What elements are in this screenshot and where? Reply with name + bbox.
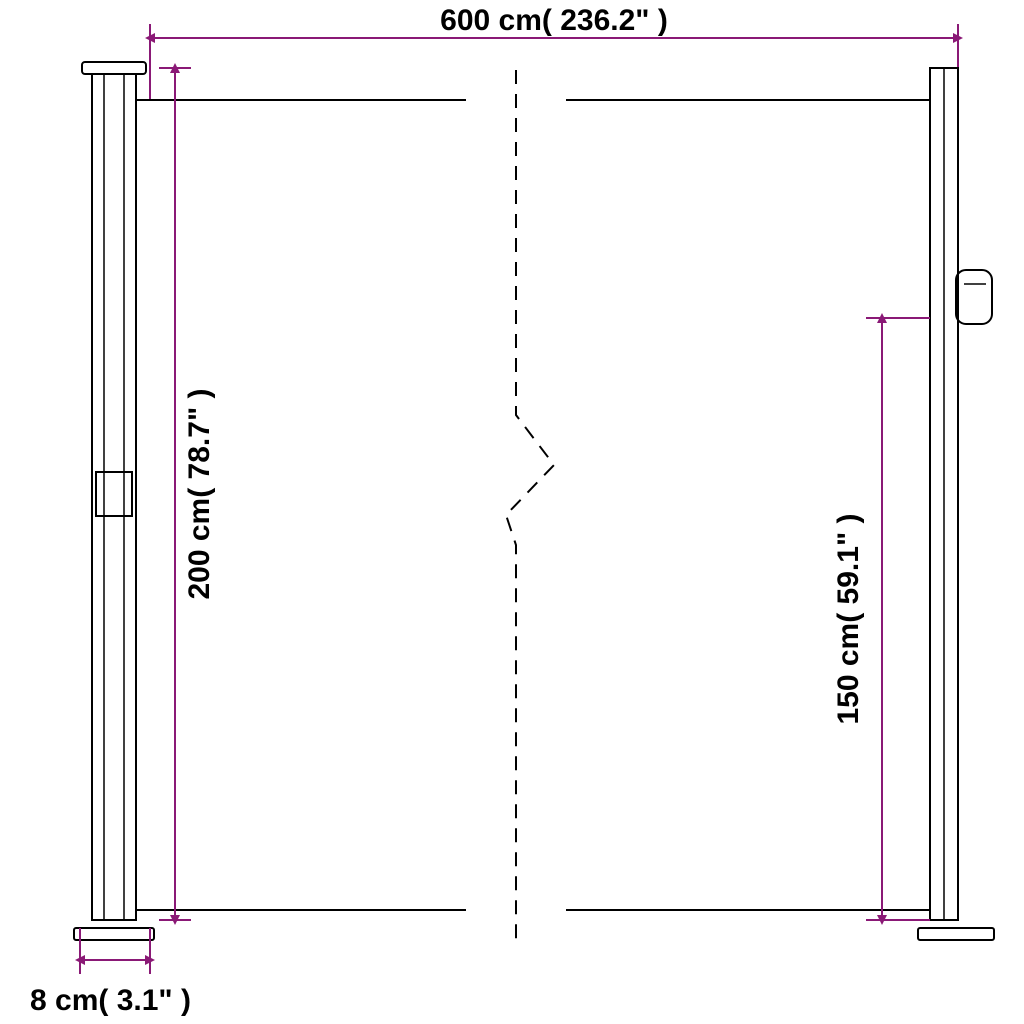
height-150-label: 150 cm( 59.1" ) bbox=[832, 513, 865, 724]
width-label: 600 cm( 236.2" ) bbox=[440, 4, 668, 37]
depth-label: 8 cm( 3.1" ) bbox=[30, 984, 191, 1017]
height-200-label: 200 cm( 78.7" ) bbox=[183, 388, 216, 599]
